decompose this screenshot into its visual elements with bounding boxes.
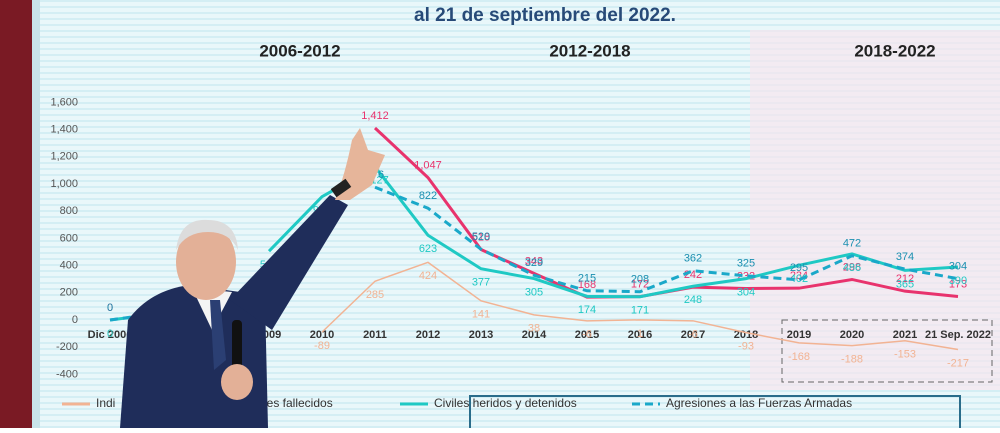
data-label: 304 — [949, 261, 967, 273]
data-label: 623 — [419, 243, 437, 255]
x-tick-label: 2013 — [469, 329, 493, 341]
data-label: 1,412 — [361, 110, 389, 122]
x-tick-label: 2014 — [522, 329, 547, 341]
data-label: 325 — [737, 258, 755, 270]
curtain — [0, 0, 32, 428]
y-tick-label: 1,000 — [50, 178, 78, 190]
data-label: 377 — [472, 277, 490, 289]
data-label: -6 — [688, 329, 698, 341]
data-label: -217 — [947, 357, 969, 369]
screen-edge — [32, 0, 40, 428]
data-label: 343 — [525, 255, 543, 267]
data-label: 295 — [790, 262, 808, 274]
x-tick-label: 2015 — [575, 329, 599, 341]
chart-title: al 21 de septiembre del 2022. — [414, 5, 676, 26]
data-label: 329 — [525, 257, 543, 269]
y-tick-label: -400 — [56, 368, 78, 380]
highlight-box — [781, 319, 993, 383]
data-label: 173 — [949, 278, 967, 290]
data-label: 38 — [528, 323, 540, 335]
data-label: 424 — [419, 270, 437, 282]
x-tick-label: 2021 — [893, 329, 917, 341]
data-label: 374 — [896, 251, 914, 263]
data-label: 1 — [637, 328, 643, 340]
x-tick-label: 2020 — [840, 329, 864, 341]
y-tick-label: 1,400 — [50, 124, 78, 136]
x-tick-label: 2010 — [310, 329, 334, 341]
data-label: 472 — [843, 238, 861, 250]
x-tick-label: Dic 2006 — [88, 329, 133, 341]
y-tick-label: 600 — [60, 232, 78, 244]
presenter — [120, 128, 385, 428]
note-box — [469, 395, 961, 433]
data-label: 0 — [107, 302, 113, 314]
y-tick-label: 1,200 — [50, 151, 78, 163]
data-label: 298 — [843, 261, 861, 273]
data-label: 0 — [107, 302, 113, 314]
period-shade — [750, 30, 1000, 390]
legend-label: Indi — [96, 396, 115, 410]
data-label: 141 — [472, 309, 490, 321]
legend-label: Civiles heridos y detenidos — [434, 396, 577, 410]
data-label: 168 — [578, 279, 596, 291]
data-label: -168 — [788, 351, 810, 363]
data-label: 1,047 — [414, 160, 442, 172]
data-label: 0 — [107, 328, 113, 340]
period-label: 2012-2018 — [549, 41, 630, 60]
x-tick-label: 2017 — [681, 329, 705, 341]
data-label: 172 — [631, 279, 649, 291]
data-label: 486 — [843, 262, 861, 274]
data-label: 822 — [419, 190, 437, 202]
legend-label: Agresiones a las Fuerzas Armadas — [666, 396, 852, 410]
data-label: 518 — [472, 231, 490, 243]
x-tick-label: 2019 — [787, 329, 811, 341]
data-label: 0 — [107, 328, 113, 340]
y-tick-label: 200 — [60, 287, 78, 299]
data-label: -153 — [894, 349, 916, 361]
data-label: 212 — [896, 273, 914, 285]
data-label: 365 — [896, 278, 914, 290]
period-label: 2006-2012 — [259, 41, 340, 60]
x-tick-label: 2011 — [363, 329, 387, 341]
data-label: 305 — [525, 286, 543, 298]
data-label: 520 — [472, 231, 490, 243]
data-label: -89 — [314, 340, 330, 352]
data-label: 215 — [578, 273, 596, 285]
data-label: 362 — [684, 253, 702, 265]
data-label: 285 — [366, 289, 384, 301]
x-tick-label: 2012 — [416, 329, 440, 341]
data-label: -6 — [582, 329, 592, 341]
data-label: 208 — [631, 274, 649, 286]
y-tick-label: 800 — [60, 205, 78, 217]
y-tick-label: -200 — [56, 341, 78, 353]
y-tick-label: 400 — [60, 260, 78, 272]
data-label: 248 — [684, 294, 702, 306]
data-label: 171 — [631, 305, 649, 317]
series-line — [321, 261, 959, 351]
x-tick-label: 21 Sep. 2022 — [925, 329, 991, 341]
y-tick-label: 0 — [72, 314, 78, 326]
data-label: -93 — [738, 341, 754, 353]
data-label: 174 — [578, 304, 596, 316]
y-tick-label: 1,600 — [50, 96, 78, 108]
x-tick-label: 2016 — [628, 329, 652, 341]
period-label: 2018-2022 — [854, 41, 935, 60]
data-label: 304 — [737, 287, 755, 299]
data-label: -188 — [841, 353, 863, 365]
